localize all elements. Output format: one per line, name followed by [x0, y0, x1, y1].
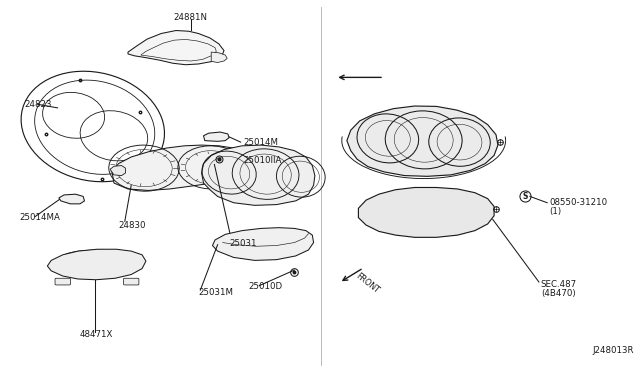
Polygon shape: [212, 228, 314, 260]
Text: (1): (1): [549, 207, 561, 216]
Text: 25010IIA: 25010IIA: [243, 156, 282, 165]
Polygon shape: [202, 145, 315, 205]
Text: J248013R: J248013R: [592, 346, 634, 355]
Polygon shape: [358, 187, 494, 237]
Text: 08550-31210: 08550-31210: [549, 198, 607, 207]
Polygon shape: [204, 132, 229, 141]
Text: 25031M: 25031M: [198, 288, 234, 296]
Polygon shape: [110, 166, 125, 176]
Text: (4B470): (4B470): [541, 289, 575, 298]
Text: SEC.487: SEC.487: [541, 280, 577, 289]
Text: 24823: 24823: [24, 100, 52, 109]
Polygon shape: [211, 52, 227, 62]
FancyBboxPatch shape: [55, 278, 70, 285]
FancyBboxPatch shape: [172, 163, 200, 172]
FancyBboxPatch shape: [124, 278, 139, 285]
Text: 25010D: 25010D: [248, 282, 282, 291]
Text: 24881N: 24881N: [173, 13, 208, 22]
Text: 24830: 24830: [118, 221, 146, 230]
FancyBboxPatch shape: [412, 138, 436, 146]
Text: 25014MA: 25014MA: [19, 213, 60, 222]
Polygon shape: [347, 106, 498, 176]
Polygon shape: [59, 194, 84, 204]
Polygon shape: [112, 145, 255, 190]
Text: 48471X: 48471X: [79, 330, 113, 339]
Text: 25031: 25031: [229, 239, 257, 248]
Text: S: S: [522, 192, 527, 201]
Text: 25014M: 25014M: [243, 138, 278, 147]
Polygon shape: [128, 31, 224, 65]
Text: FRONT: FRONT: [355, 271, 381, 295]
Polygon shape: [47, 249, 146, 280]
